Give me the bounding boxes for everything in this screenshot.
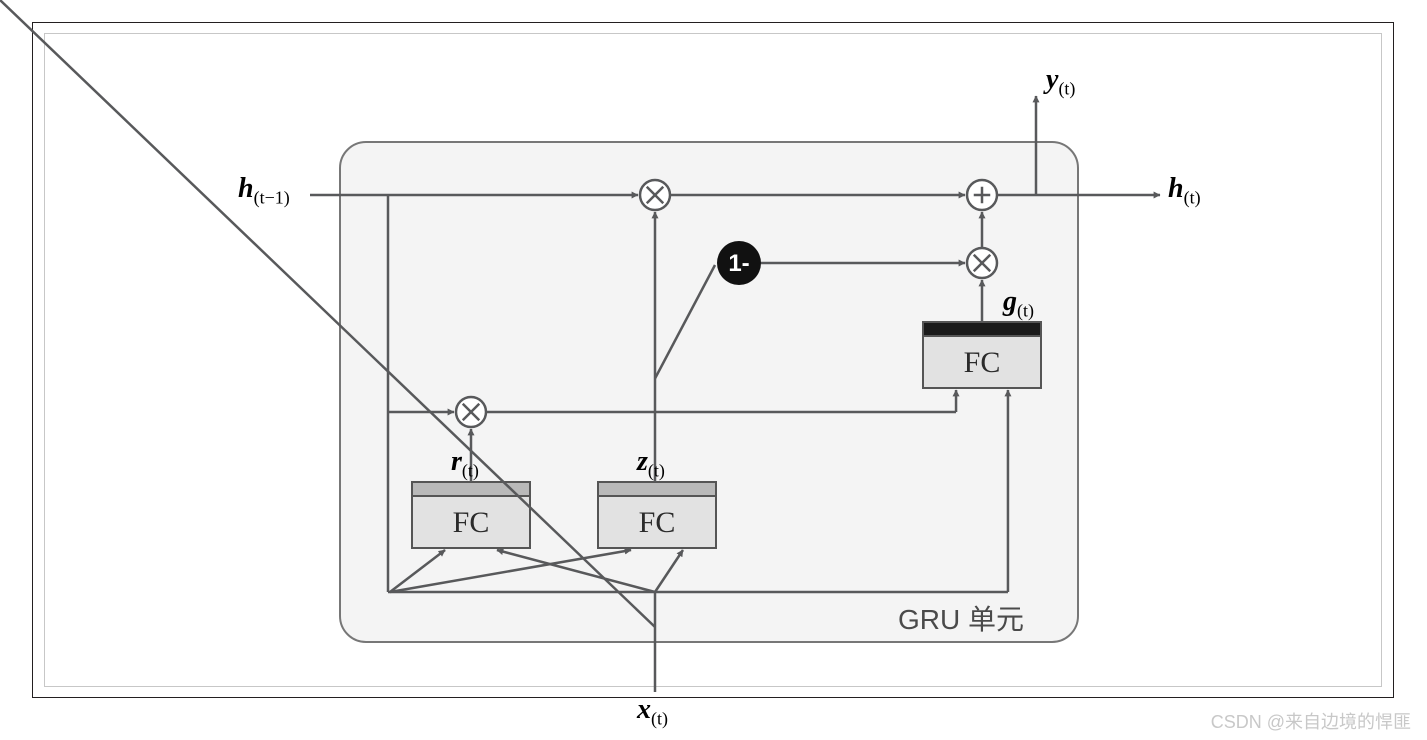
diagram-svg: FC FC FC 1- <box>0 0 1427 740</box>
svg-text:FC: FC <box>639 506 676 539</box>
label-g: g(t) <box>1003 286 1034 322</box>
label-y-out: y(t) <box>1046 64 1075 100</box>
svg-text:FC: FC <box>964 346 1001 379</box>
label-cell: GRU 单元 <box>898 598 1024 638</box>
svg-text:1-: 1- <box>728 250 749 277</box>
stage: FC FC FC 1- h(t−1) h(t) y(t) x(t) r(t) z(t)… <box>0 0 1427 740</box>
label-x-in: x(t) <box>637 694 668 730</box>
svg-text:FC: FC <box>453 506 490 539</box>
label-r: r(t) <box>451 446 479 482</box>
label-h-in: h(t−1) <box>238 173 290 209</box>
label-h-out: h(t) <box>1168 173 1201 209</box>
label-z: z(t) <box>637 446 665 482</box>
watermark: CSDN @来自边境的悍匪 <box>1211 708 1411 734</box>
